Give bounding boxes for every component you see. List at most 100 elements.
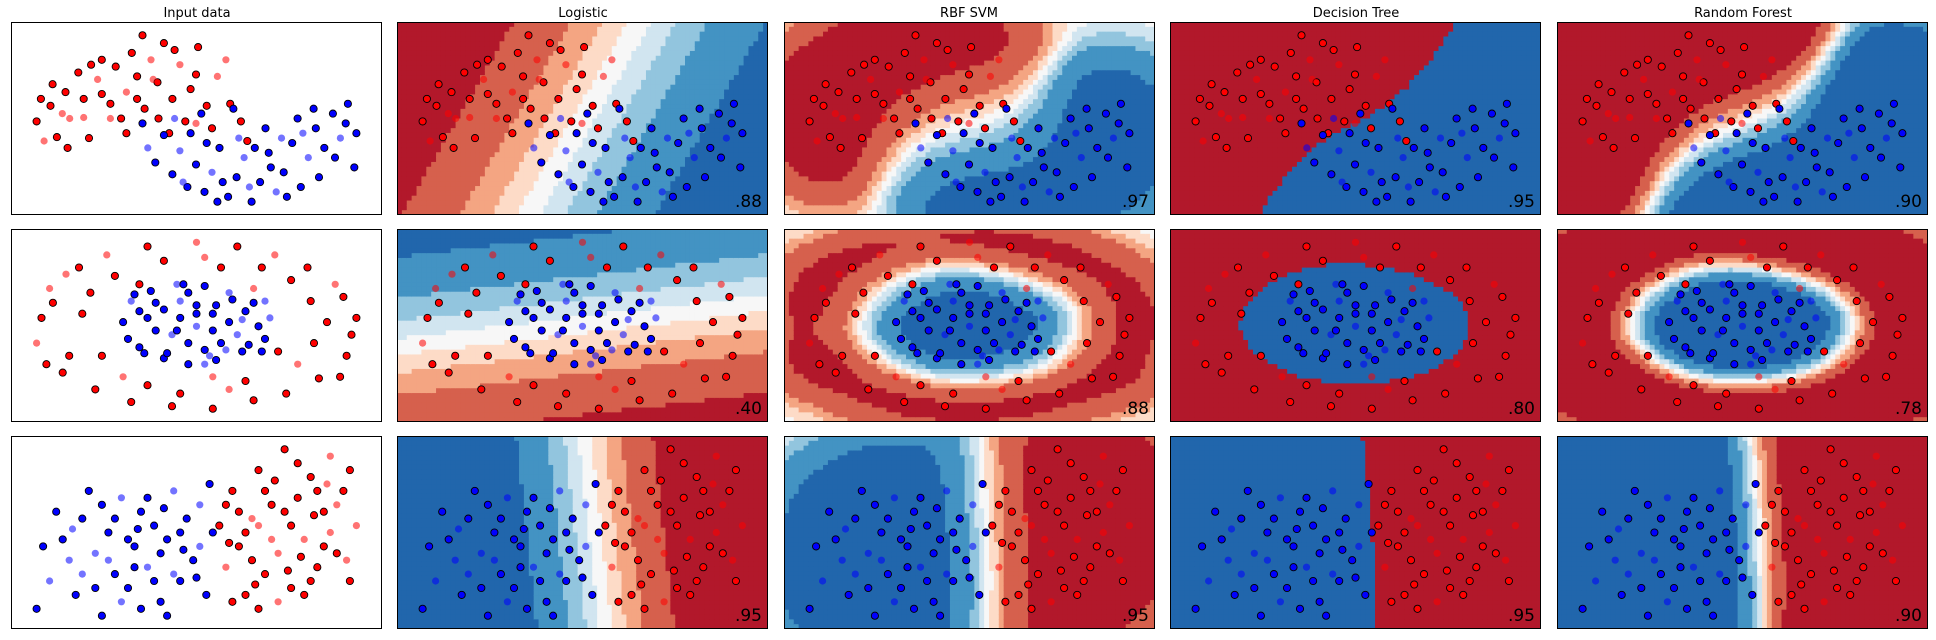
surface-cell [837,171,844,177]
surface-cell [528,46,535,52]
surface-cell [567,108,574,115]
red-point [473,60,482,69]
surface-cell [426,89,432,95]
surface-cell [901,152,907,158]
surface-cell [763,152,768,158]
surface-cell [954,142,961,149]
surface-cell [548,200,554,206]
panel-input-data-row-1 [11,22,382,215]
surface-cell [818,147,824,153]
surface-cell [974,89,980,95]
surface-cell [827,65,834,71]
surface-cell [866,190,873,197]
surface-cell [567,31,574,38]
surface-cell [699,166,706,173]
surface-cell [445,118,452,124]
surface-cell [949,128,956,134]
surface-cell [484,22,491,28]
surface-cell [587,22,593,28]
surface-cell [945,181,951,187]
surface-cell [553,70,559,76]
surface-cell [694,94,701,100]
surface-cell [548,118,554,124]
surface-cell [631,123,637,129]
surface-cell [837,137,844,144]
surface-cell [665,22,671,28]
surface-cell [528,181,535,187]
surface-cell [650,205,657,211]
surface-cell [847,200,853,206]
surface-cell [758,113,764,120]
surface-cell [416,99,423,105]
surface-cell [784,152,790,158]
surface-cell [862,41,868,47]
surface-cell [743,137,750,144]
surface-cell [567,128,574,134]
surface-cell [621,75,628,81]
surface-cell [886,147,892,153]
surface-cell [915,152,922,158]
surface-cell [788,79,795,86]
surface-cell [758,31,764,38]
surface-cell [587,55,593,62]
surface-cell [582,171,588,177]
surface-cell [763,36,768,42]
surface-cell [606,166,613,173]
surface-cell [719,166,725,173]
surface-cell [753,166,759,173]
surface-cell [416,36,423,42]
surface-cell [572,137,579,144]
surface-cell [558,123,564,129]
surface-cell [445,94,452,100]
surface-cell [440,152,447,158]
surface-cell [631,190,637,197]
surface-cell [979,147,985,153]
surface-cell [925,152,932,158]
surface-cell [460,152,466,158]
surface-cell [572,41,579,47]
surface-cell [910,137,917,144]
surface-cell [479,166,486,173]
surface-cell [548,190,554,197]
surface-cell [636,128,642,134]
surface-cell [440,186,447,192]
surface-cell [699,75,706,81]
surface-cell [876,128,883,134]
surface-cell [689,46,696,52]
surface-cell [597,50,603,57]
surface-cell [743,195,750,202]
surface-cell [470,108,476,115]
surface-cell [499,200,505,206]
surface-cell [857,70,863,76]
surface-cell [818,50,824,57]
surface-cell [597,142,603,149]
surface-cell [871,157,878,163]
blue-point [304,154,312,162]
surface-cell [984,55,990,62]
surface-cell [930,152,936,158]
surface-cell [886,108,892,115]
red-point [243,136,252,146]
surface-cell [562,75,569,81]
surface-cell [636,118,642,124]
surface-cell [827,99,834,105]
surface-cell [553,65,559,71]
surface-cell [984,22,990,28]
surface-cell [954,210,961,215]
surface-cell [455,166,462,173]
surface-cell [636,190,642,197]
surface-cell [689,26,696,33]
surface-cell [969,79,975,86]
surface-cell [743,181,750,187]
surface-cell [440,200,447,206]
surface-cell [533,161,540,168]
surface-cell [562,94,569,100]
surface-cell [670,123,676,129]
surface-cell [645,55,652,62]
surface-cell [494,166,501,173]
surface-cell [906,210,912,215]
surface-cell [724,46,730,52]
surface-cell [954,89,961,95]
surface-cell [538,176,545,182]
surface-cell [675,132,681,139]
